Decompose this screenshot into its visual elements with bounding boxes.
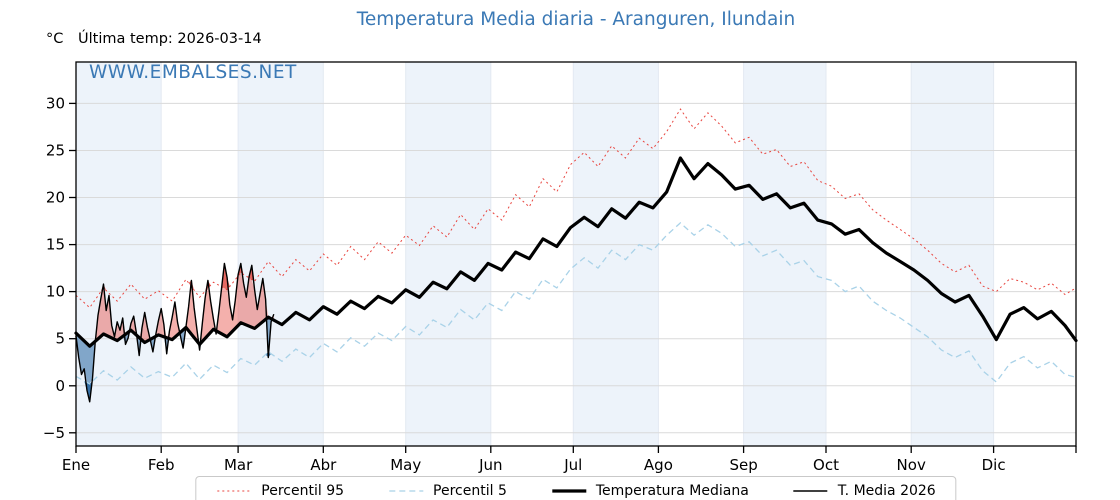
x-tick-label: May (390, 456, 421, 474)
y-tick-label: 10 (46, 283, 65, 301)
t2026-thin-line-icon (793, 490, 828, 492)
y-tick-label: 25 (46, 142, 65, 160)
p95-dotted-line-icon (217, 490, 252, 492)
y-tick-label: 20 (46, 189, 65, 207)
legend: Percentil 95 Percentil 5 Temperatura Med… (195, 476, 957, 500)
percentil-95-line (75, 108, 1077, 309)
axes-frame (75, 61, 1077, 447)
legend-label-t-media-2026: T. Media 2026 (837, 483, 936, 499)
month-band (238, 62, 324, 446)
legend-item-t-media-2026: T. Media 2026 (793, 483, 936, 499)
last-temp-label: Última temp: 2026-03-14 (78, 31, 262, 47)
x-tick-label: Jun (478, 456, 502, 474)
temperatura-mediana-line (74, 156, 1078, 348)
median-thick-line-icon (551, 489, 586, 493)
t-media-2026-line (75, 262, 275, 403)
percentil-5-line (75, 222, 1077, 385)
x-tick-label: Jul (563, 456, 582, 474)
x-tick-label: Feb (148, 456, 175, 474)
y-tick-label: −5 (43, 424, 65, 442)
x-tick-label: Nov (897, 456, 926, 474)
fill-above-median (76, 272, 274, 347)
y-tick-label: 15 (46, 236, 65, 254)
y-tick-label: 0 (55, 377, 65, 395)
legend-item-percentil-95: Percentil 95 (216, 483, 344, 499)
y-tick-label: 5 (55, 330, 65, 348)
x-tick-label: Ene (62, 456, 90, 474)
month-band (573, 62, 659, 446)
month-band (911, 62, 994, 446)
month-band (405, 62, 491, 446)
legend-label-mediana: Temperatura Mediana (595, 483, 749, 499)
legend-item-percentil-5: Percentil 5 (388, 483, 507, 499)
legend-label-percentil-95: Percentil 95 (261, 483, 345, 499)
x-tick-label: Oct (813, 456, 839, 474)
watermark: WWW.EMBALSES.NET (89, 62, 297, 83)
p5-dashed-line-icon (389, 490, 424, 492)
subtitle-row: °C Última temp: 2026-03-14 (0, 31, 1120, 49)
y-axis-unit-label: °C (46, 31, 64, 47)
x-tick-label: Abr (310, 456, 337, 474)
month-band (743, 62, 826, 446)
page-title: Temperatura Media diaria - Aranguren, Il… (356, 9, 796, 30)
x-tick-label: Mar (224, 456, 253, 474)
legend-label-percentil-5: Percentil 5 (433, 483, 507, 499)
x-tick-label: Sep (729, 456, 757, 474)
fill-above-p95 (76, 261, 274, 308)
x-tick-label: Ago (644, 456, 673, 474)
y-tick-label: 30 (46, 94, 65, 112)
x-tick-label: Dic (982, 456, 1006, 474)
legend-item-mediana: Temperatura Mediana (551, 483, 749, 499)
